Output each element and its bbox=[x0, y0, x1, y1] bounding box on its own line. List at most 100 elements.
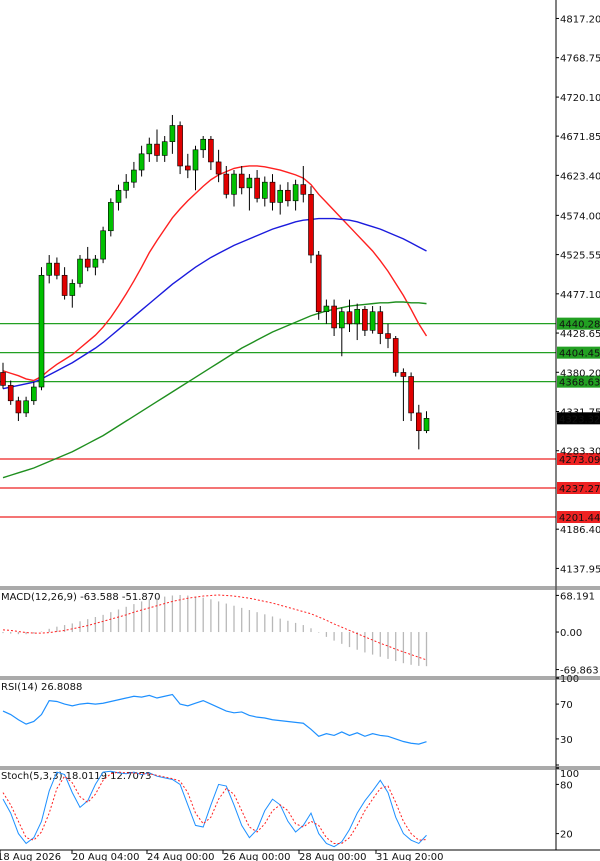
time-tick-label: 28 Aug 00:00 bbox=[299, 852, 366, 861]
candle-body bbox=[0, 372, 6, 386]
candle-body bbox=[331, 305, 337, 329]
price-tick-label: 4671.85 bbox=[560, 132, 600, 143]
candle-body bbox=[192, 149, 199, 171]
candle bbox=[246, 174, 253, 211]
candle bbox=[269, 174, 276, 211]
candle bbox=[208, 136, 214, 171]
macd-tick-label: -69.863 bbox=[560, 666, 599, 677]
candle-body bbox=[223, 173, 230, 195]
candle bbox=[185, 153, 191, 179]
candle bbox=[315, 250, 322, 320]
moving-averages bbox=[2, 165, 428, 479]
candle bbox=[231, 170, 237, 207]
price-tick-label: 4768.75 bbox=[560, 54, 600, 65]
candle bbox=[423, 411, 430, 434]
candle-body bbox=[392, 338, 399, 373]
stoch-main-line bbox=[2, 770, 427, 848]
candle-body bbox=[269, 181, 276, 203]
candle-body bbox=[15, 400, 22, 414]
candle bbox=[254, 170, 260, 203]
candle bbox=[192, 145, 199, 191]
candle bbox=[61, 267, 68, 300]
candle-body bbox=[46, 262, 53, 276]
candle bbox=[123, 174, 129, 199]
candle bbox=[238, 165, 245, 195]
price-tick-label: 4186.40 bbox=[560, 525, 600, 536]
candle-body bbox=[84, 258, 91, 268]
price-tick-label: 4720.10 bbox=[560, 93, 600, 104]
candle bbox=[408, 372, 414, 422]
candle-body bbox=[315, 254, 322, 313]
candle bbox=[177, 121, 183, 175]
candle-body bbox=[261, 181, 268, 199]
stoch-tick-label: 100 bbox=[560, 769, 579, 780]
time-tick-label: 20 Aug 04:00 bbox=[72, 852, 139, 861]
price-level-tag bbox=[557, 346, 600, 359]
candle bbox=[30, 382, 37, 405]
time-axis: 18 Aug 2026 20 Aug 04:00 24 Aug 00:00 26 Au… bbox=[0, 850, 443, 861]
candle bbox=[7, 380, 14, 405]
candle bbox=[46, 255, 53, 284]
candle bbox=[92, 255, 99, 276]
price-tick-label: 4477.10 bbox=[560, 290, 600, 301]
candle-body bbox=[323, 305, 330, 313]
price-levels: 4440.28 4404.45 4368.63 4273.09 4237.27 4201.… bbox=[0, 317, 600, 524]
price-panel: 4440.28 4404.45 4368.63 4273.09 4237.27 4201.… bbox=[0, 14, 600, 575]
candle bbox=[292, 179, 299, 211]
macd-signal-line bbox=[2, 594, 427, 661]
candle bbox=[84, 246, 91, 272]
candle-body bbox=[146, 143, 153, 155]
candle-body bbox=[354, 308, 361, 325]
price-level-tag bbox=[557, 511, 600, 524]
candle-body bbox=[200, 138, 206, 151]
candle-body bbox=[23, 400, 29, 414]
rsi-title: RSI(14) 26.8088 bbox=[1, 682, 82, 693]
candle bbox=[138, 145, 145, 177]
macd-histogram bbox=[2, 594, 428, 667]
candle bbox=[15, 396, 22, 422]
rsi-tick-label: 70 bbox=[560, 700, 573, 711]
candle bbox=[277, 184, 284, 215]
candle-body bbox=[423, 418, 430, 432]
candle-body bbox=[338, 311, 345, 329]
price-level-label: 4273.09 bbox=[559, 455, 600, 466]
candle bbox=[300, 165, 307, 203]
candle bbox=[323, 299, 330, 324]
candle bbox=[369, 306, 376, 334]
price-level-label: 4440.28 bbox=[559, 320, 600, 331]
candle-body bbox=[38, 274, 45, 388]
candle-body bbox=[54, 262, 60, 276]
candle bbox=[261, 176, 268, 207]
candle-body bbox=[238, 173, 245, 189]
candle bbox=[161, 136, 168, 162]
candle-body bbox=[131, 169, 137, 183]
candle-body bbox=[169, 125, 176, 142]
candle-body bbox=[377, 311, 384, 334]
candle-body bbox=[346, 311, 353, 325]
price-tick-label: 4428.65 bbox=[560, 329, 600, 340]
price-level-label: 4237.27 bbox=[559, 484, 600, 495]
price-level-label: 4368.63 bbox=[559, 378, 600, 389]
candle-body bbox=[246, 177, 253, 189]
candle-body bbox=[69, 283, 76, 296]
macd-axis: 68.191 0.00 -69.863 bbox=[556, 591, 599, 677]
candle bbox=[385, 323, 391, 349]
candle-body bbox=[300, 184, 307, 195]
candle bbox=[400, 368, 407, 422]
candle-body bbox=[7, 385, 14, 402]
candle-body bbox=[385, 333, 391, 339]
candle bbox=[354, 303, 361, 341]
time-tick-label: 26 Aug 00:00 bbox=[223, 852, 290, 861]
candle-body bbox=[400, 372, 407, 377]
price-tick-label: 4817.20 bbox=[560, 14, 600, 25]
macd-signal bbox=[2, 594, 427, 661]
price-tick-label: 4623.40 bbox=[560, 171, 600, 182]
candle-body bbox=[215, 161, 222, 175]
stoch-signal-line bbox=[2, 771, 427, 844]
moving-average-medium bbox=[2, 217, 427, 390]
